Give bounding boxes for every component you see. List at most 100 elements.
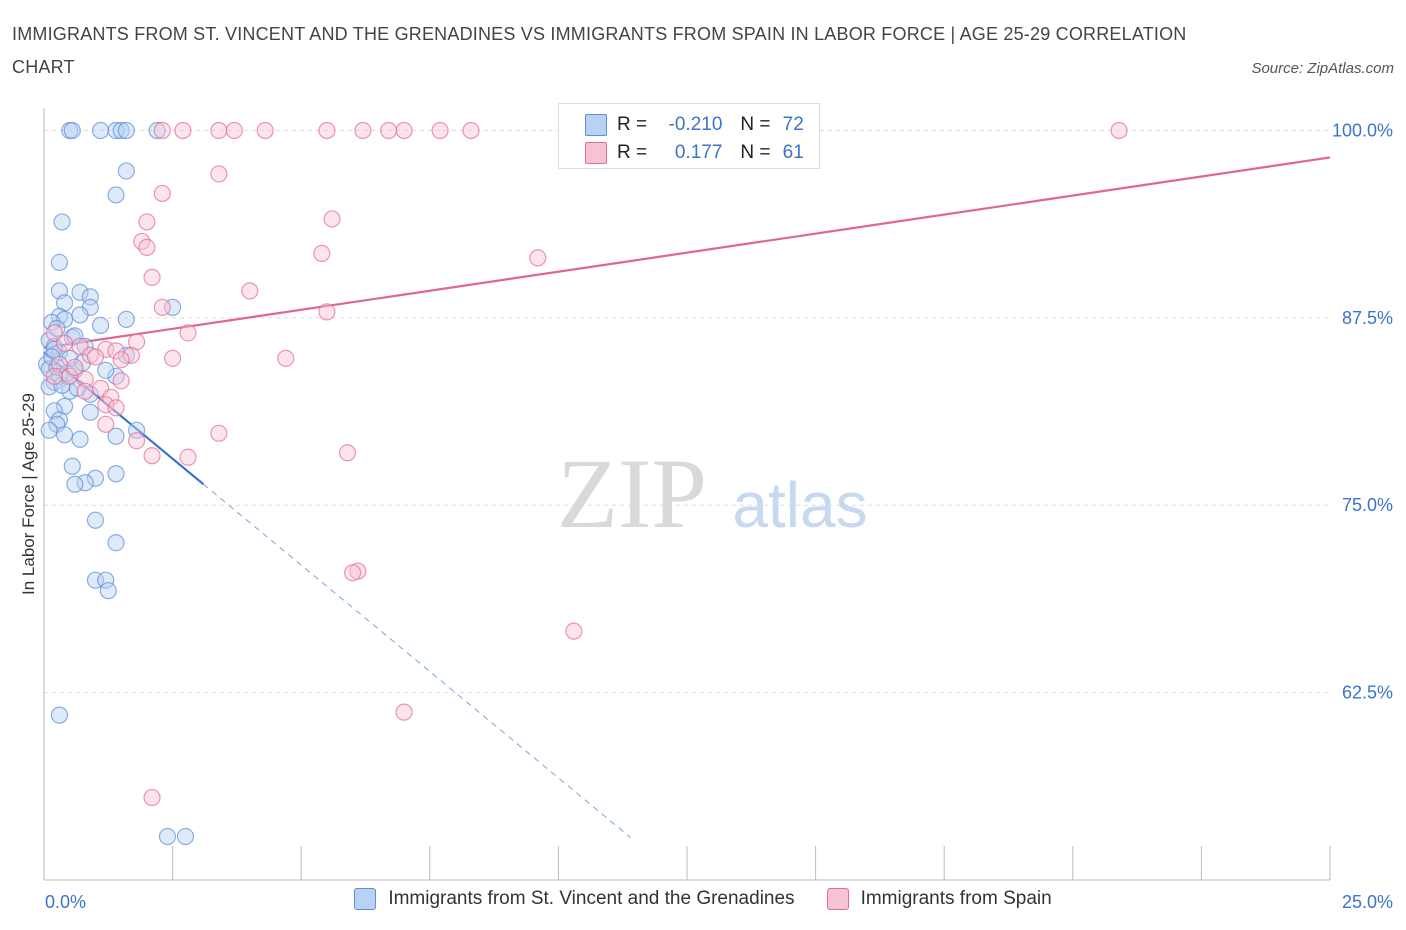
data-point — [380, 121, 398, 140]
x-tick-label: 25.0% — [1342, 892, 1393, 912]
data-point — [45, 402, 63, 420]
data-point — [71, 430, 89, 448]
legend-swatch-pink — [585, 142, 607, 164]
data-point — [53, 213, 71, 231]
y-tick-label: 62.5% — [1342, 683, 1393, 703]
axes — [43, 108, 1331, 881]
trend-line-pink — [43, 156, 1331, 349]
legend-row-blue: R = -0.210 N = 72 — [585, 111, 804, 139]
data-point — [153, 184, 171, 203]
data-point — [112, 372, 130, 390]
chart-title: IMMIGRANTS FROM ST. VINCENT AND THE GREN… — [12, 24, 1187, 77]
legend-swatch-blue — [585, 114, 607, 136]
data-point — [45, 324, 63, 342]
data-point — [76, 382, 94, 400]
data-point — [565, 622, 583, 640]
legend-n-value: 72 — [782, 114, 804, 135]
data-point — [143, 788, 161, 807]
legend-item-st-vincent[interactable]: Immigrants from St. Vincent and the Gren… — [354, 888, 795, 910]
data-point — [117, 121, 135, 140]
y-tick-label: 87.5% — [1342, 308, 1393, 328]
data-point — [40, 378, 58, 396]
data-point — [107, 427, 125, 445]
legend-n-label: N = — [740, 142, 771, 163]
data-point — [97, 571, 115, 589]
legend-swatch-pink — [826, 888, 849, 910]
data-point — [176, 827, 195, 846]
data-point — [153, 121, 171, 140]
data-point — [66, 358, 84, 376]
data-point — [76, 337, 94, 355]
data-point — [354, 121, 372, 140]
data-point — [179, 448, 197, 466]
data-point — [63, 121, 81, 140]
data-point — [63, 457, 81, 475]
data-point — [112, 121, 130, 140]
watermark-atlas: atlas — [732, 469, 867, 541]
data-point — [174, 121, 192, 140]
data-point — [50, 706, 69, 724]
data-point — [91, 121, 110, 140]
y-tick-label: 100.0% — [1332, 120, 1393, 140]
data-point — [117, 310, 135, 328]
data-point — [158, 827, 177, 846]
data-point — [107, 465, 125, 483]
legend-row-pink: R = 0.177 N = 61 — [585, 139, 804, 167]
x-tick-label: 0.0% — [45, 892, 86, 912]
data-point — [97, 361, 115, 379]
legend-swatch-blue — [354, 888, 377, 910]
tick-labels: 62.5% 75.0% 87.5% 100.0% 0.0% 25.0% — [45, 120, 1393, 912]
legend-label: Immigrants from Spain — [860, 888, 1052, 909]
data-point — [91, 316, 110, 334]
series-legend: Immigrants from St. Vincent and the Gren… — [0, 888, 1406, 910]
data-point — [395, 121, 413, 140]
data-point — [107, 399, 125, 417]
legend-n-label: N = — [740, 114, 771, 135]
data-point — [122, 346, 141, 364]
data-point — [71, 306, 89, 324]
data-point — [344, 564, 362, 582]
trend-line-blue-extension — [203, 483, 631, 838]
data-point — [164, 349, 182, 367]
data-point — [107, 186, 125, 204]
data-point — [462, 121, 480, 140]
data-point — [81, 403, 99, 421]
y-axis-label: In Labor Force | Age 25-29 — [19, 393, 38, 595]
data-point — [143, 268, 161, 286]
data-point — [210, 121, 228, 140]
data-point — [99, 582, 117, 600]
data-point — [318, 303, 336, 321]
legend-r-label: R = — [617, 114, 648, 135]
data-point — [338, 444, 357, 462]
data-point — [138, 238, 156, 257]
data-point — [86, 469, 105, 487]
data-point — [179, 324, 197, 342]
correlation-legend: R = -0.210 N = 72 R = 0.177 N = 61 — [558, 103, 820, 169]
data-point — [277, 349, 295, 367]
legend-label: Immigrants from St. Vincent and the Gren… — [388, 888, 795, 909]
data-point — [76, 370, 94, 388]
watermark-zip: ZIP — [557, 438, 707, 549]
legend-r-value: 0.177 — [674, 142, 723, 163]
legend-item-spain[interactable]: Immigrants from Spain — [826, 888, 1052, 910]
data-point — [256, 121, 274, 140]
y-tick-label: 75.0% — [1342, 495, 1393, 515]
data-point — [153, 298, 171, 316]
data-point — [395, 703, 413, 721]
data-point — [66, 475, 84, 493]
grid-lines — [44, 129, 1330, 694]
data-point — [55, 334, 74, 352]
data-point — [127, 432, 146, 450]
data-point — [138, 213, 156, 231]
legend-n-value: 61 — [782, 142, 804, 163]
data-point — [112, 351, 130, 369]
data-point — [241, 282, 259, 300]
data-point — [313, 244, 331, 263]
data-point — [318, 121, 336, 140]
data-point — [86, 348, 105, 366]
data-point — [50, 411, 69, 429]
data-point — [45, 367, 63, 385]
data-point — [50, 253, 69, 271]
data-point — [210, 165, 228, 183]
data-point — [225, 121, 243, 140]
